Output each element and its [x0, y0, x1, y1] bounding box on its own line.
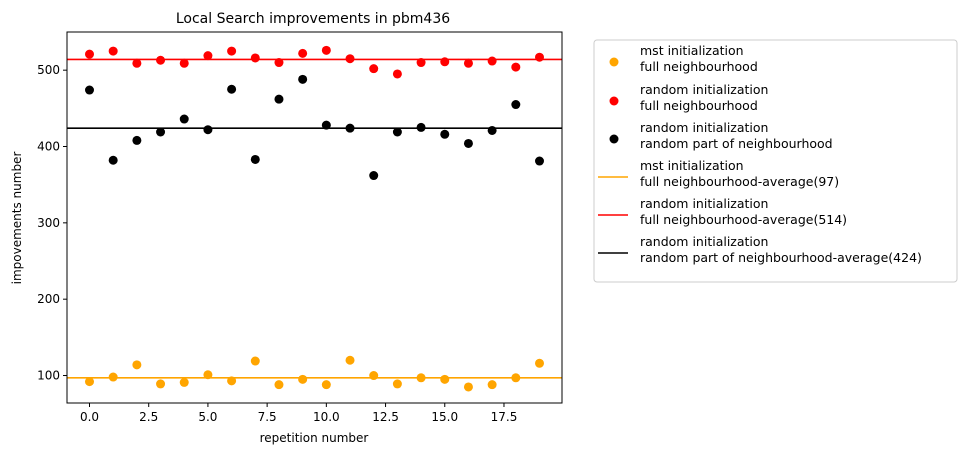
data-point-s0-2: [132, 360, 142, 370]
data-point-s0-0: [85, 377, 94, 387]
data-point-s1-0: [85, 49, 94, 59]
data-point-s2-1: [108, 155, 118, 165]
data-point-s2-11: [345, 123, 355, 133]
data-point-s0-5: [203, 370, 213, 380]
data-point-s0-11: [345, 355, 355, 365]
data-point-s2-18: [511, 100, 521, 110]
data-point-s1-18: [511, 62, 521, 72]
x-tick-label: 5.0: [198, 410, 217, 424]
y-tick-label: 100: [37, 369, 60, 383]
x-axis-label: repetition number: [260, 431, 369, 445]
axes-frame: [66, 31, 563, 404]
legend-label-1: full neighbourhood: [640, 98, 758, 113]
y-tick-label: 200: [37, 292, 60, 306]
data-point-s2-13: [392, 127, 402, 137]
data-point-s1-19: [535, 52, 544, 62]
data-point-s2-16: [463, 138, 473, 148]
data-point-s0-7: [250, 356, 260, 366]
legend-label-4: full neighbourhood-average(514): [640, 212, 847, 227]
data-point-s2-15: [440, 129, 450, 139]
x-tick-label: 0.0: [80, 410, 99, 424]
data-point-s2-6: [227, 84, 237, 94]
legend-label-4: random initialization: [640, 196, 768, 211]
x-tick-label: 17.5: [491, 410, 518, 424]
legend-label-3: full neighbourhood-average(97): [640, 174, 839, 189]
legend-label-5: random part of neighbourhood-average(424…: [640, 250, 922, 265]
data-point-s1-7: [250, 53, 260, 63]
legend-label-2: random initialization: [640, 120, 768, 135]
x-tick-label: 7.5: [258, 410, 277, 424]
data-point-s0-13: [392, 379, 402, 389]
data-point-s2-10: [321, 120, 331, 130]
legend-marker-0: [609, 57, 619, 67]
legend-label-5: random initialization: [640, 234, 768, 249]
y-axis-label: impovements number: [10, 152, 24, 285]
legend-label-2: random part of neighbourhood: [640, 136, 833, 151]
data-point-s2-17: [487, 125, 497, 135]
data-point-s2-3: [156, 127, 166, 137]
data-point-s1-12: [369, 64, 379, 74]
data-point-s1-3: [156, 55, 166, 65]
data-point-s0-3: [156, 379, 166, 389]
data-point-s2-14: [416, 122, 426, 132]
data-point-s1-16: [463, 58, 473, 68]
data-point-s0-18: [511, 373, 521, 383]
data-point-s1-10: [321, 45, 331, 55]
data-point-s0-8: [274, 380, 284, 390]
data-point-s0-15: [440, 374, 450, 384]
data-point-s0-19: [535, 358, 544, 368]
data-point-s2-5: [203, 125, 213, 135]
data-point-s0-9: [298, 374, 308, 384]
y-tick-label: 400: [37, 140, 60, 154]
data-point-s0-1: [108, 372, 118, 382]
legend-label-1: random initialization: [640, 82, 768, 97]
legend-label-0: mst initialization: [640, 43, 744, 58]
data-point-s1-13: [392, 69, 402, 79]
legend-label-0: full neighbourhood: [640, 59, 758, 74]
data-point-s1-15: [440, 57, 450, 67]
data-point-s2-9: [298, 74, 308, 84]
legend-marker-2: [609, 134, 619, 144]
data-point-s0-12: [369, 371, 379, 381]
data-point-s2-8: [274, 94, 284, 104]
x-tick-label: 15.0: [431, 410, 458, 424]
legend-marker-1: [609, 96, 619, 106]
data-point-s1-11: [345, 54, 355, 64]
legend-label-3: mst initialization: [640, 158, 744, 173]
data-point-s1-6: [227, 46, 237, 56]
data-point-s1-9: [298, 48, 308, 58]
data-point-s2-0: [85, 85, 94, 95]
data-point-s0-17: [487, 380, 497, 390]
data-point-s1-2: [132, 58, 142, 68]
data-point-s1-17: [487, 56, 497, 66]
data-point-s0-16: [463, 382, 473, 392]
x-tick-label: 2.5: [139, 410, 158, 424]
chart-title: Local Search improvements in pbm436: [176, 11, 450, 27]
data-point-s0-10: [321, 380, 331, 390]
data-point-s1-4: [179, 58, 189, 68]
legend-box: [593, 39, 958, 283]
data-point-s2-19: [535, 156, 544, 166]
data-point-s1-14: [416, 58, 426, 68]
data-point-s1-5: [203, 51, 213, 61]
data-point-s2-12: [369, 171, 379, 181]
data-point-s1-1: [108, 46, 118, 56]
data-point-s0-14: [416, 373, 426, 383]
data-point-s1-8: [274, 58, 284, 68]
y-tick-label: 500: [37, 63, 60, 77]
y-tick-label: 300: [37, 216, 60, 230]
x-tick-label: 12.5: [372, 410, 399, 424]
data-point-s0-4: [179, 377, 189, 387]
data-point-s2-4: [179, 114, 189, 124]
plot-area: 0.0 2.5 5.0 7.5 10.0 12.5 15.0 17.5 100 200 300 400…: [37, 31, 563, 424]
data-point-s2-2: [132, 135, 142, 145]
data-layer: [67, 45, 562, 392]
x-tick-label: 10.0: [313, 410, 340, 424]
data-point-s2-7: [250, 154, 260, 164]
data-point-s0-6: [227, 376, 237, 386]
